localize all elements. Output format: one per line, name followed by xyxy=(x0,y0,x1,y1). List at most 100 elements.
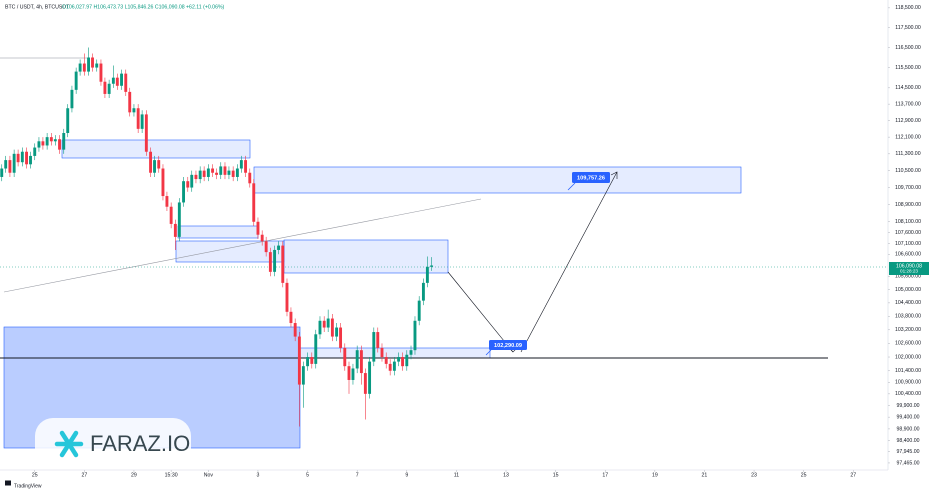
label-pointer xyxy=(485,349,492,356)
candle-body xyxy=(351,368,355,380)
candle-body xyxy=(401,357,405,367)
candle-body xyxy=(111,77,115,84)
candle-body xyxy=(409,350,413,355)
candle-body xyxy=(177,202,181,237)
candle-body xyxy=(33,147,37,156)
candle-body xyxy=(49,137,53,142)
candle-body xyxy=(115,77,119,86)
candle-body xyxy=(53,139,57,142)
y-tick-label: 112,100.00 xyxy=(895,135,921,141)
candle-body xyxy=(372,332,376,362)
y-tick-label: 102,600.00 xyxy=(895,341,921,347)
axes: 118,500.00 117,500.00 116,500.00 115,500.00… xyxy=(32,5,921,478)
candle-body xyxy=(25,151,28,165)
y-tick-label: 100,400.00 xyxy=(895,391,921,397)
candle-body xyxy=(252,183,256,222)
candle-body xyxy=(285,282,289,312)
candle-body xyxy=(359,350,363,374)
candle-body xyxy=(8,160,12,173)
candle-body xyxy=(29,155,32,165)
x-tick-label: 27 xyxy=(850,472,856,478)
candle-body xyxy=(326,318,330,328)
candle-body xyxy=(78,63,82,72)
zone xyxy=(61,139,251,159)
candle-body xyxy=(405,354,409,367)
candle-body xyxy=(182,181,185,203)
candle-body xyxy=(153,160,156,173)
candle-body xyxy=(144,114,148,152)
annotation-box xyxy=(489,340,527,350)
zone xyxy=(177,225,259,239)
candle-body xyxy=(301,366,305,385)
candle-body xyxy=(165,196,169,207)
y-tick-label: 97,465.00 xyxy=(896,460,919,466)
y-tick-label: 99,900.00 xyxy=(896,403,919,409)
candle-body xyxy=(198,170,202,180)
x-tick-label: 7 xyxy=(356,472,359,478)
candle-body xyxy=(347,366,351,380)
x-tick-label: 13 xyxy=(503,472,509,478)
candle-body xyxy=(268,252,272,272)
x-tick-label: 11 xyxy=(454,472,459,478)
candle-body xyxy=(355,350,359,369)
candle-body xyxy=(202,170,206,177)
watermark: FARAZ.IO xyxy=(35,418,191,470)
candle-body xyxy=(190,174,194,188)
watermark-logo xyxy=(54,430,84,458)
candle-body xyxy=(82,63,86,72)
candle-body xyxy=(186,181,190,188)
price-label: 106,090.08 xyxy=(896,263,922,269)
zone xyxy=(283,239,449,274)
candle-body xyxy=(264,241,268,253)
y-tick-label: 116,500.00 xyxy=(895,45,921,51)
candle-body xyxy=(0,168,4,177)
y-tick-label: 107,100.00 xyxy=(895,241,921,247)
candle-body xyxy=(62,132,66,150)
footer: TradingView xyxy=(14,483,42,489)
y-tick-label: 103,800.00 xyxy=(895,314,921,320)
candle-body xyxy=(388,363,392,371)
candle-body xyxy=(425,266,429,283)
candle-body xyxy=(20,151,24,163)
candle-body xyxy=(235,168,239,177)
candle-body xyxy=(120,73,123,86)
candle-body xyxy=(16,153,20,163)
annotation: 102,290.09 xyxy=(494,343,522,349)
candle-body xyxy=(231,170,235,177)
candle-body xyxy=(136,108,140,129)
candle-body xyxy=(99,63,103,82)
y-tick-label: 102,000.00 xyxy=(895,354,921,360)
candle-body xyxy=(215,172,218,175)
x-tick-label: 25 xyxy=(32,472,38,478)
candle-body xyxy=(297,336,301,385)
candle-body xyxy=(194,174,198,180)
candle-body xyxy=(206,168,210,177)
candle-body xyxy=(66,108,70,133)
x-tick-label: 23 xyxy=(751,472,757,478)
candle-body xyxy=(91,57,94,68)
arrow-head xyxy=(610,171,618,179)
candle-body xyxy=(413,320,417,351)
y-tick-label: 98,900.00 xyxy=(896,426,919,432)
candle-body xyxy=(74,71,78,90)
y-tick-label: 106,600.00 xyxy=(895,252,921,258)
x-tick-label: 25 xyxy=(801,472,807,478)
candle-body xyxy=(380,347,384,358)
candle-body xyxy=(173,223,177,237)
candle-body xyxy=(368,361,372,394)
candle-body xyxy=(421,282,425,301)
candle-body xyxy=(417,300,421,321)
candle-body xyxy=(41,141,45,146)
candle-body xyxy=(277,245,281,250)
candle-body xyxy=(260,234,264,242)
y-tick-label: 98,400.00 xyxy=(896,438,919,444)
ohlc: O106,027.97 H106,473.73 L105,846.26 C106… xyxy=(62,4,225,10)
y-tick-label: 105,600.00 xyxy=(895,274,921,280)
candle-body xyxy=(87,57,90,72)
candle-body xyxy=(310,357,314,364)
candle-body xyxy=(223,166,227,175)
path-arrow xyxy=(447,271,514,353)
x-tick-label: 15 xyxy=(553,472,559,478)
y-tick-label: 103,200.00 xyxy=(895,327,921,333)
